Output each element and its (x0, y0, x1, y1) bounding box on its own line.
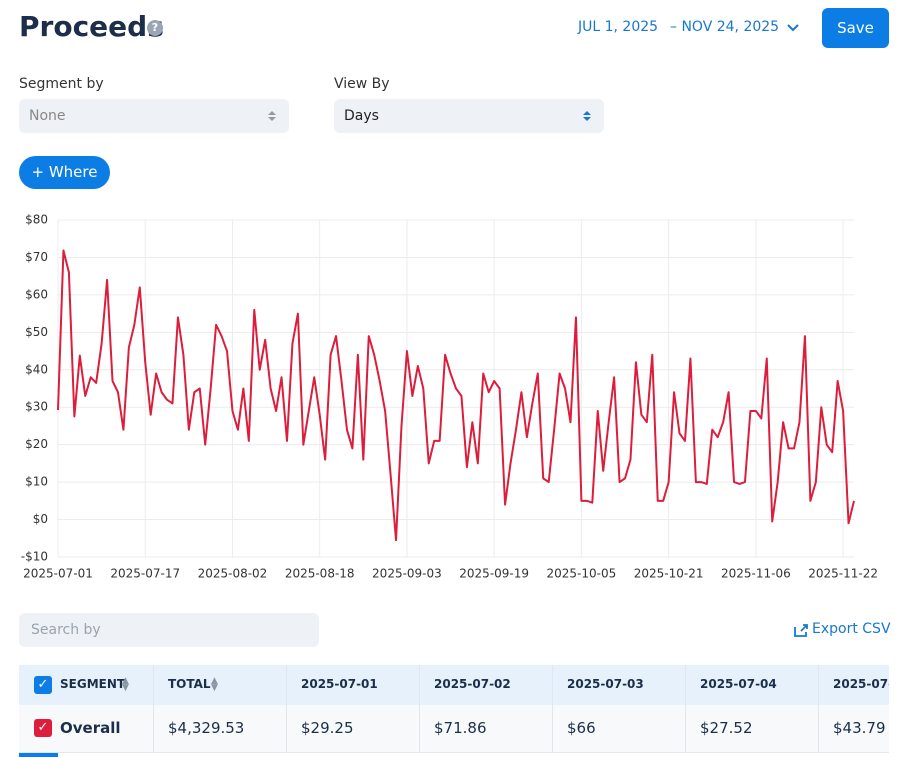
help-icon[interactable]: ? (147, 20, 163, 36)
search-input[interactable]: Search by (19, 613, 319, 647)
row-checkbox[interactable]: ✓ (34, 719, 52, 737)
column-header: 2025-07-05 (833, 677, 889, 691)
x-tick-label: 2025-07-01 (23, 567, 93, 581)
sort-icon: ▲ ▼ (211, 676, 218, 693)
table-cell: Overall (60, 719, 121, 737)
column-header: 2025-07-04 (700, 677, 777, 691)
column-header: 2025-07-03 (567, 677, 644, 691)
export-link[interactable]: Export CSV (812, 621, 891, 637)
y-tick-label: $80 (25, 213, 48, 227)
y-tick-label: $70 (25, 250, 48, 264)
column-header: 2025-07-01 (301, 677, 378, 691)
y-tick-label: $30 (25, 400, 48, 414)
column-header[interactable]: SEGMENT (60, 677, 126, 691)
table-cell: $71.86 (434, 719, 487, 737)
x-tick-label: 2025-11-06 (721, 567, 791, 581)
x-tick-label: 2025-08-18 (285, 567, 355, 581)
table-cell: $27.52 (700, 719, 753, 737)
view-label: View By (334, 76, 390, 92)
segment-label: Segment by (19, 76, 104, 92)
data-row (19, 705, 889, 753)
y-tick-label: $50 (25, 325, 48, 339)
y-tick-label: -$10 (21, 550, 48, 564)
chevron[interactable] (786, 22, 800, 34)
table-cell: $4,329.53 (168, 719, 245, 737)
select-arrows (583, 111, 591, 121)
x-tick-label: 2025-10-05 (547, 567, 617, 581)
scroll-thumb (19, 753, 58, 757)
where-button[interactable]: + Where (19, 156, 110, 189)
column-divider (153, 665, 154, 752)
column-header: 2025-07-02 (434, 677, 511, 691)
column-divider (419, 665, 420, 752)
x-tick-label: 2025-10-21 (634, 567, 704, 581)
header-checkbox[interactable]: ✓ (34, 676, 52, 694)
export-icon[interactable] (793, 622, 809, 638)
save-button[interactable]: Save (822, 8, 889, 48)
table: SEGMENT ▲ ▼ TOTAL ▲ ▼ 2025-07-01 2025-07-02 2025… (19, 665, 889, 757)
x-tick-label: 2025-09-19 (459, 567, 529, 581)
date-end[interactable]: – NOV 24, 2025 (670, 19, 780, 35)
view-select[interactable]: Days (334, 99, 604, 133)
date-start[interactable]: JUL 1, 2025 (578, 19, 659, 35)
x-tick-label: 2025-07-17 (110, 567, 180, 581)
column-divider (818, 665, 819, 752)
segment-select[interactable]: None (19, 99, 289, 133)
x-tick-label: 2025-08-02 (198, 567, 268, 581)
column-divider (685, 665, 686, 752)
y-tick-label: $10 (25, 475, 48, 489)
page-title: Proceeds (19, 10, 164, 43)
column-divider (286, 665, 287, 752)
data-line (57, 249, 855, 542)
x-tick-label: 2025-11-22 (808, 567, 878, 581)
select-arrows (268, 111, 276, 121)
table-cell: $29.25 (301, 719, 354, 737)
y-tick-label: $0 (33, 512, 48, 526)
column-divider (552, 665, 553, 752)
y-tick-label: $20 (25, 437, 48, 451)
table-cell: $66 (567, 719, 596, 737)
y-tick-label: $60 (25, 287, 48, 301)
column-header[interactable]: TOTAL (168, 677, 211, 691)
x-tick-label: 2025-09-03 (372, 567, 442, 581)
table-cell: $43.79 (833, 719, 886, 737)
sort-icon: ▲ ▼ (122, 676, 129, 693)
y-tick-label: $40 (25, 362, 48, 376)
chart: -$10 $0 $10 $20 $30 $40 $50 $60 $70 $80 2025-07-01… (21, 213, 878, 581)
